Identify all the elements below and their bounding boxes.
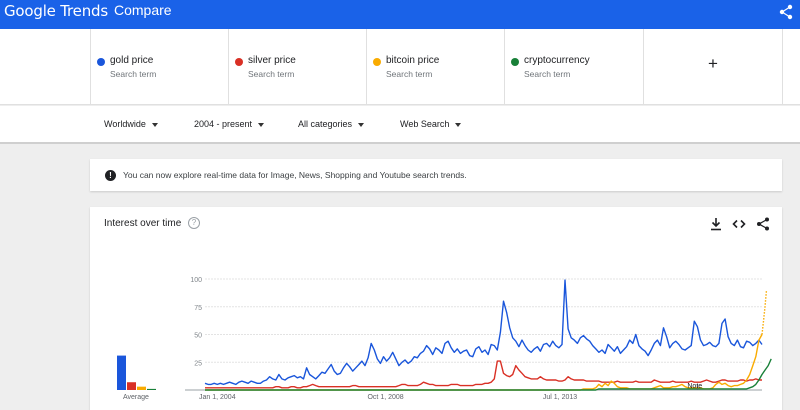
partial-data-line bbox=[761, 290, 768, 335]
average-label: Average bbox=[123, 394, 149, 401]
help-icon[interactable]: ? bbox=[188, 217, 200, 229]
filter-bar: Worldwide 2004 - present All categories … bbox=[0, 106, 800, 144]
series-line-cryptocurrency bbox=[205, 358, 772, 391]
series-color-dot bbox=[97, 58, 105, 66]
download-icon[interactable] bbox=[709, 217, 723, 231]
share-icon[interactable] bbox=[778, 4, 794, 20]
x-tick-label: Oct 1, 2008 bbox=[367, 394, 403, 401]
series-color-dot bbox=[235, 58, 243, 66]
term-card-bitcoin-price[interactable]: bitcoin price Search term bbox=[366, 29, 504, 105]
interest-over-time-card: Interest over time ? 100 75 50 25 Jan 1, 200… bbox=[90, 207, 782, 410]
term-name: bitcoin price bbox=[386, 55, 440, 66]
term-name: gold price bbox=[110, 55, 154, 66]
info-icon: ! bbox=[105, 170, 116, 181]
compare-terms-bar: gold price Search term silver price Sear… bbox=[0, 29, 800, 105]
info-banner: ! You can now explore real-time data for… bbox=[90, 159, 782, 191]
caret-down-icon bbox=[455, 122, 462, 127]
y-tick-label: 100 bbox=[190, 277, 202, 284]
average-bar-bitcoin-price bbox=[137, 386, 146, 390]
top-app-bar: Google Trends Compare bbox=[0, 0, 800, 29]
series-color-dot bbox=[511, 58, 519, 66]
plus-icon: + bbox=[708, 54, 718, 73]
x-tick-label: Jan 1, 2004 bbox=[199, 394, 236, 401]
banner-message: You can now explore real-time data for I… bbox=[123, 170, 467, 180]
average-bar-gold-price bbox=[117, 355, 126, 390]
add-comparison-button[interactable]: + bbox=[643, 29, 783, 105]
category-dropdown[interactable]: All categories bbox=[298, 119, 365, 129]
term-card-cryptocurrency[interactable]: cryptocurrency Search term bbox=[504, 29, 643, 105]
term-type: Search term bbox=[248, 69, 295, 79]
term-card-silver-price[interactable]: silver price Search term bbox=[228, 29, 366, 105]
y-tick-label: 50 bbox=[194, 333, 202, 340]
time-range-label: 2004 - present bbox=[194, 119, 253, 129]
y-tick-label: 75 bbox=[194, 305, 202, 312]
category-label: All categories bbox=[298, 119, 353, 129]
y-tick-label: 25 bbox=[194, 360, 202, 367]
region-label: Worldwide bbox=[104, 119, 146, 129]
caret-down-icon bbox=[151, 122, 158, 127]
term-card-gold-price[interactable]: gold price Search term bbox=[90, 29, 228, 105]
average-bar-cryptocurrency bbox=[147, 388, 156, 390]
google-trends-logo[interactable]: Google Trends bbox=[4, 2, 108, 20]
interest-over-time-chart[interactable]: 100 75 50 25 Jan 1, 2004 Oct 1, 2008 Jul 1, 20… bbox=[90, 207, 782, 410]
time-range-dropdown[interactable]: 2004 - present bbox=[194, 119, 265, 129]
search-type-dropdown[interactable]: Web Search bbox=[400, 119, 462, 129]
search-type-label: Web Search bbox=[400, 119, 450, 129]
card-title: Interest over time bbox=[104, 218, 182, 229]
series-color-dot bbox=[373, 58, 381, 66]
average-bar-silver-price bbox=[127, 382, 136, 390]
caret-down-icon bbox=[258, 122, 265, 127]
series-line-silver-price bbox=[205, 360, 762, 389]
region-dropdown[interactable]: Worldwide bbox=[104, 119, 158, 129]
term-type: Search term bbox=[524, 69, 571, 79]
term-type: Search term bbox=[386, 69, 433, 79]
term-name: cryptocurrency bbox=[524, 55, 590, 66]
term-type: Search term bbox=[110, 69, 157, 79]
embed-icon[interactable] bbox=[732, 217, 746, 231]
caret-down-icon bbox=[358, 122, 365, 127]
x-tick-label: Jul 1, 2013 bbox=[543, 394, 577, 401]
note-annotation: Note bbox=[687, 383, 702, 390]
share-icon[interactable] bbox=[756, 217, 770, 231]
series-line-gold-price bbox=[204, 279, 763, 386]
term-name: silver price bbox=[248, 55, 296, 66]
page-title: Compare bbox=[114, 2, 172, 18]
